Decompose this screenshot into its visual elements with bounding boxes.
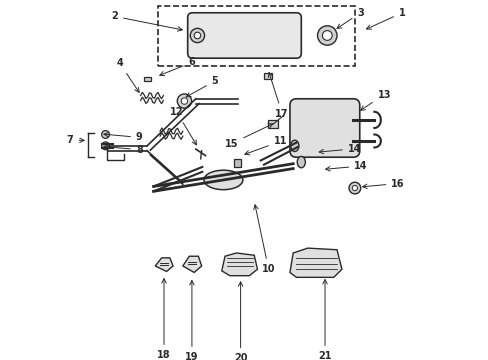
Ellipse shape — [203, 170, 243, 190]
Text: 14: 14 — [325, 161, 367, 171]
Text: 8: 8 — [103, 145, 142, 155]
Circle shape — [317, 26, 336, 45]
Ellipse shape — [290, 140, 298, 152]
Circle shape — [322, 31, 331, 40]
Bar — [264, 73, 271, 79]
Text: 5: 5 — [186, 76, 218, 97]
Text: 16: 16 — [362, 179, 404, 189]
Bar — [267, 120, 277, 128]
Text: 21: 21 — [318, 280, 331, 360]
Circle shape — [181, 98, 187, 104]
Circle shape — [351, 185, 357, 191]
Text: 19: 19 — [185, 280, 198, 360]
Bar — [158, 6, 354, 66]
Text: 3: 3 — [336, 8, 363, 28]
Text: 15: 15 — [224, 124, 272, 149]
Bar — [234, 159, 240, 167]
Bar — [143, 77, 151, 81]
Text: 4: 4 — [116, 58, 139, 92]
Text: 13: 13 — [360, 90, 390, 110]
Polygon shape — [289, 248, 341, 277]
Polygon shape — [222, 253, 257, 276]
Text: 1: 1 — [366, 8, 405, 29]
Circle shape — [102, 142, 109, 150]
Text: 10: 10 — [253, 205, 275, 274]
Text: 14: 14 — [319, 144, 361, 154]
Polygon shape — [183, 256, 201, 273]
Circle shape — [102, 131, 109, 138]
Circle shape — [177, 94, 191, 108]
Text: 2: 2 — [111, 11, 182, 31]
Ellipse shape — [297, 156, 305, 168]
Polygon shape — [155, 258, 173, 271]
Text: 18: 18 — [157, 279, 170, 360]
Text: 20: 20 — [233, 282, 247, 360]
FancyBboxPatch shape — [187, 13, 301, 58]
Text: 12: 12 — [170, 107, 196, 145]
Text: 9: 9 — [103, 132, 142, 143]
Text: 6: 6 — [160, 58, 195, 76]
Circle shape — [348, 182, 360, 194]
FancyBboxPatch shape — [289, 99, 359, 157]
Text: 7: 7 — [67, 135, 84, 145]
Circle shape — [194, 32, 200, 39]
Circle shape — [190, 28, 204, 42]
Text: 17: 17 — [268, 73, 288, 118]
Text: 11: 11 — [244, 136, 286, 155]
